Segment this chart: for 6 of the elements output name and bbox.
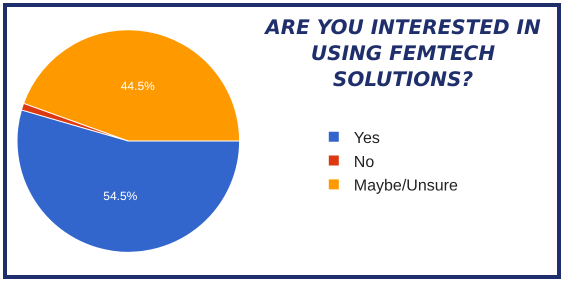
- legend-label: No: [354, 154, 374, 171]
- data-label: 44.5%: [120, 78, 156, 93]
- data-label: 54.5%: [103, 189, 138, 204]
- text: ARE YOU INTERESTED IN USING FEMTECH SOLUTIONS?: [263, 14, 541, 91]
- legend-label: Yes: [354, 130, 380, 147]
- legend-label: Maybe/Unsure: [354, 178, 458, 195]
